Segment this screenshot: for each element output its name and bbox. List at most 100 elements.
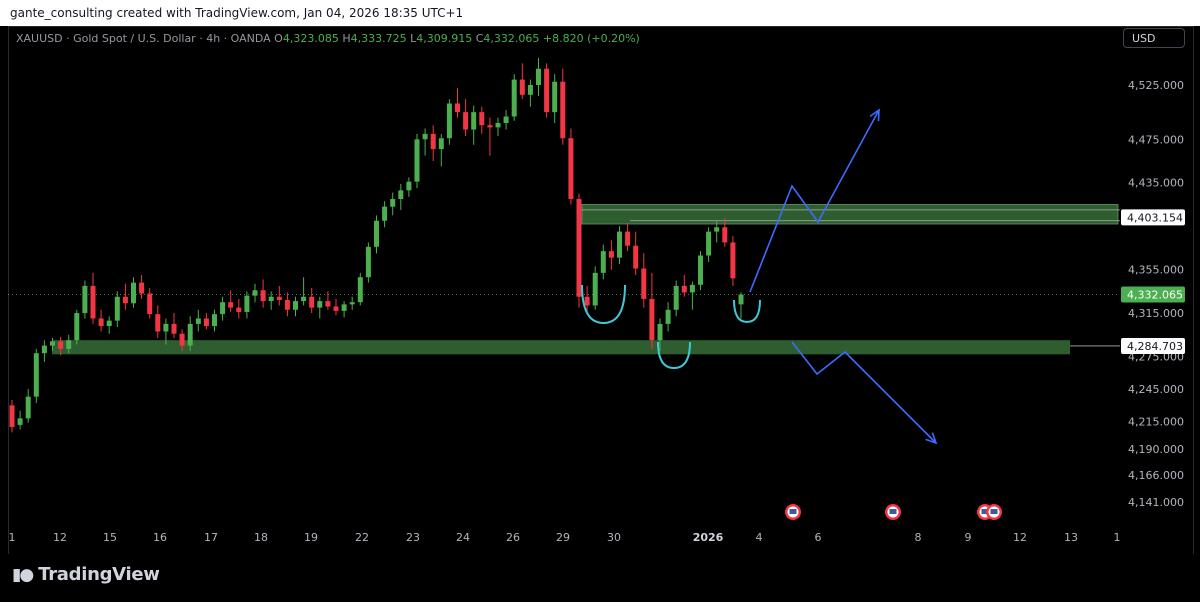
candle-body bbox=[268, 296, 274, 302]
currency-button[interactable]: USD bbox=[1123, 28, 1185, 48]
candle-body bbox=[25, 396, 31, 419]
candle-body bbox=[155, 314, 161, 332]
tradingview-logo[interactable]: ▮● TradingView bbox=[12, 564, 160, 585]
y-tick-label: 4,475.000 bbox=[1128, 133, 1184, 146]
attribution-text: gante_consulting created with TradingVie… bbox=[10, 6, 464, 20]
candle-body bbox=[568, 138, 574, 200]
candle-body bbox=[633, 245, 639, 269]
x-tick-label: 29 bbox=[556, 531, 570, 544]
event-flag-stripe bbox=[789, 509, 797, 514]
candle-body bbox=[422, 133, 428, 140]
x-tick-label: 9 bbox=[965, 531, 972, 544]
candle-body bbox=[689, 284, 695, 293]
x-tick-label: 23 bbox=[406, 531, 420, 544]
price-tag-label: 4,332.065 bbox=[1127, 289, 1183, 302]
candle-body bbox=[374, 220, 379, 247]
candle-body bbox=[333, 306, 339, 311]
candle-body bbox=[293, 301, 298, 310]
y-tick-label: 4,245.000 bbox=[1128, 383, 1184, 396]
low-label: L bbox=[410, 32, 417, 45]
x-tick-label: 26 bbox=[506, 531, 520, 544]
candle-body bbox=[228, 302, 234, 308]
candle-body bbox=[438, 138, 444, 150]
candle-body bbox=[341, 304, 347, 311]
price-tag-box bbox=[1121, 209, 1185, 226]
candle-body bbox=[139, 282, 145, 294]
candle-body bbox=[406, 181, 412, 191]
x-tick-label: 15 bbox=[103, 531, 117, 544]
bullish-projection-arrow bbox=[749, 109, 880, 293]
x-tick-label: 17 bbox=[204, 531, 218, 544]
candle-body bbox=[66, 340, 72, 349]
bearish-projection-arrow-head bbox=[925, 432, 938, 445]
candle-body bbox=[430, 133, 436, 150]
candle-body bbox=[236, 307, 242, 312]
candle-body bbox=[398, 190, 404, 200]
change-value: +8.820 (+0.20%) bbox=[542, 32, 640, 45]
candle-body bbox=[698, 255, 703, 285]
candle-body bbox=[171, 323, 177, 334]
candle-body bbox=[503, 116, 509, 124]
bullish-projection-arrow-head bbox=[869, 108, 880, 122]
candle-body bbox=[357, 277, 363, 303]
candle-body bbox=[511, 79, 517, 117]
close-label: C bbox=[475, 32, 484, 45]
candle-body bbox=[90, 285, 96, 319]
event-flag-stripe bbox=[889, 509, 897, 514]
bearish-projection-arrow bbox=[791, 341, 937, 444]
open-label: O bbox=[274, 32, 283, 45]
x-tick-label: 24 bbox=[456, 531, 470, 544]
candle-body bbox=[41, 345, 47, 354]
x-tick-label: 13 bbox=[1064, 531, 1078, 544]
candle-body bbox=[649, 298, 655, 341]
price-tag-label: 4,403.154 bbox=[1127, 211, 1183, 224]
candle-body bbox=[365, 246, 371, 278]
price-tag-label: 4,284.703 bbox=[1127, 340, 1183, 353]
candle-body bbox=[479, 112, 485, 126]
candle-body bbox=[681, 285, 687, 293]
high-value: 4,333.725 bbox=[350, 32, 407, 45]
y-tick-label: 4,215.000 bbox=[1128, 416, 1184, 429]
candle-body bbox=[519, 79, 525, 95]
y-tick-label: 4,166.000 bbox=[1128, 469, 1184, 482]
candle-body bbox=[576, 199, 582, 297]
y-tick-label: 4,355.000 bbox=[1128, 264, 1184, 277]
brand-name: TradingView bbox=[38, 564, 160, 585]
y-tick-label: 4,190.000 bbox=[1128, 443, 1184, 456]
candle-body bbox=[446, 103, 452, 139]
event-flag-stripe bbox=[990, 509, 998, 514]
candle-body bbox=[163, 323, 169, 332]
candle-body bbox=[414, 139, 420, 182]
x-tick-label: 12 bbox=[1013, 531, 1027, 544]
candle-body bbox=[560, 81, 566, 139]
candle-body bbox=[706, 231, 712, 256]
candle-body bbox=[714, 227, 720, 232]
candle-body bbox=[730, 242, 736, 279]
candle-body bbox=[195, 318, 201, 324]
candle-body bbox=[309, 296, 315, 308]
candle-body bbox=[673, 285, 679, 310]
candle-body bbox=[317, 301, 323, 308]
chart-frame[interactable] bbox=[8, 26, 1194, 556]
x-tick-label: 6 bbox=[815, 531, 822, 544]
candle-body bbox=[625, 231, 631, 246]
candle-body bbox=[382, 206, 388, 221]
candle-body bbox=[122, 296, 128, 304]
candle-body bbox=[463, 112, 469, 130]
candle-body bbox=[260, 290, 266, 302]
candle-body bbox=[106, 320, 112, 327]
open-value: 4,323.085 bbox=[282, 32, 339, 45]
candle-body bbox=[187, 323, 193, 346]
candle-body bbox=[284, 300, 290, 310]
resistance-zone bbox=[581, 204, 1119, 225]
candle-body bbox=[592, 272, 598, 306]
candle-body bbox=[390, 199, 396, 207]
candle-body bbox=[33, 353, 39, 397]
support-zone bbox=[52, 340, 1070, 355]
candle-body bbox=[74, 313, 80, 341]
cup-left-shoulder bbox=[581, 284, 626, 325]
candle-body bbox=[50, 341, 55, 346]
x-tick-label: 16 bbox=[153, 531, 167, 544]
symbol-name: XAUUSD · Gold Spot / U.S. Dollar · 4h · … bbox=[16, 32, 271, 45]
